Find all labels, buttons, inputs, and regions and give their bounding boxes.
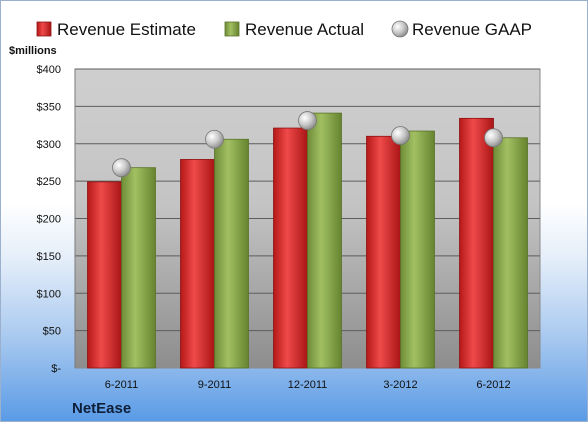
y-tick-label: $- bbox=[51, 363, 61, 375]
bar-revenue-actual-6-2012 bbox=[493, 137, 528, 369]
bars bbox=[87, 112, 528, 369]
legend-label-revenue-gaap: Revenue GAAP bbox=[412, 20, 532, 39]
bar-revenue-actual-9-2011 bbox=[214, 138, 249, 369]
x-axis-ticks: 6-2011 9-2011 12-2011 3-2012 6-2012 bbox=[105, 379, 511, 391]
x-tick-label: 3-2012 bbox=[383, 379, 417, 391]
y-tick-label: $250 bbox=[37, 176, 61, 188]
y-tick-label: $300 bbox=[37, 139, 61, 151]
y-tick-label: $400 bbox=[37, 64, 61, 76]
marker-revenue-gaap-12-2011 bbox=[298, 111, 317, 130]
y-tick-label: $50 bbox=[43, 326, 61, 338]
marker-revenue-gaap-9-2011 bbox=[205, 129, 224, 149]
y-axis-ticks: $- $50 $100 $150 $200 $250 $300 $350 $400 bbox=[37, 64, 76, 375]
marker-revenue-gaap-6-2011 bbox=[112, 158, 131, 178]
legend-swatch-revenue-actual bbox=[224, 21, 240, 37]
bar-revenue-estimate-3-2012 bbox=[366, 135, 401, 369]
x-tick-label: 9-2011 bbox=[198, 379, 231, 391]
x-tick-label: 12-2011 bbox=[288, 379, 328, 391]
y-tick-label: $350 bbox=[37, 101, 61, 113]
company-label: NetEase bbox=[72, 400, 131, 417]
legend-label-revenue-estimate: Revenue Estimate bbox=[57, 20, 196, 39]
legend-label-revenue-actual: Revenue Actual bbox=[245, 20, 364, 39]
bar-revenue-estimate-6-2011 bbox=[87, 181, 122, 369]
gaap-markers bbox=[112, 111, 503, 178]
bar-revenue-actual-6-2011 bbox=[121, 167, 156, 369]
legend: Revenue Estimate Revenue Actual Revenue GA… bbox=[36, 20, 532, 39]
unit-label: $millions bbox=[9, 45, 57, 57]
bar-revenue-actual-3-2012 bbox=[400, 130, 435, 369]
x-tick-label: 6-2011 bbox=[105, 379, 138, 391]
y-tick-label: $100 bbox=[37, 288, 61, 300]
marker-revenue-gaap-3-2012 bbox=[391, 126, 410, 145]
legend-swatch-revenue-estimate bbox=[36, 21, 52, 37]
x-tick-label: 6-2012 bbox=[476, 379, 510, 391]
y-tick-label: $150 bbox=[37, 251, 61, 263]
y-tick-label: $200 bbox=[37, 214, 61, 226]
bar-revenue-actual-12-2011 bbox=[307, 112, 342, 369]
bar-revenue-estimate-9-2011 bbox=[180, 159, 215, 369]
bar-revenue-estimate-12-2011 bbox=[273, 127, 308, 369]
legend-swatch-revenue-gaap bbox=[391, 20, 409, 38]
marker-revenue-gaap-6-2012 bbox=[484, 128, 503, 148]
bar-revenue-estimate-6-2012 bbox=[459, 117, 494, 369]
